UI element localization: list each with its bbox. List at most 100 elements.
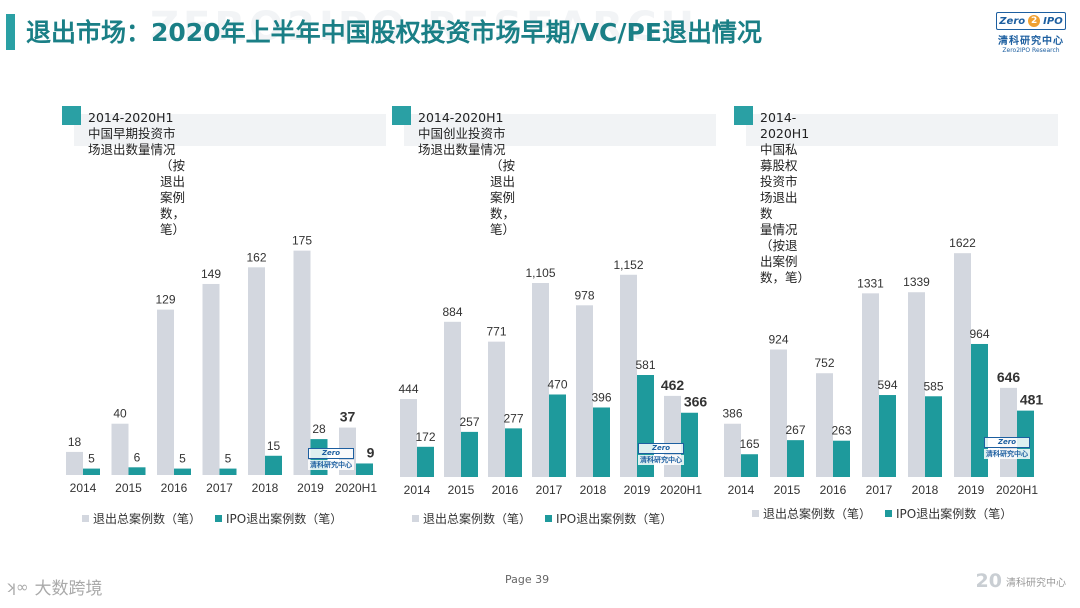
label-total-2014: 386 bbox=[722, 407, 742, 421]
logo-en-text: Zero2IPO Research bbox=[1002, 47, 1060, 54]
panel-marker bbox=[392, 106, 411, 125]
legend-item-total: 退出总案例数（笔） bbox=[82, 510, 201, 527]
label-total-2017: 1331 bbox=[857, 276, 884, 290]
x-tick-2014: 2014 bbox=[404, 483, 431, 497]
legend-item-ipo: IPO退出案例数（笔） bbox=[545, 510, 672, 527]
label-total-2016: 771 bbox=[486, 325, 506, 339]
legend-early: 退出总案例数（笔） IPO退出案例数（笔） bbox=[82, 510, 342, 527]
bar-ipo-2014 bbox=[417, 446, 434, 477]
bar-total-2016 bbox=[488, 341, 505, 477]
x-tick-2019: 2019 bbox=[958, 483, 985, 497]
bar-ipo-2017 bbox=[879, 395, 896, 477]
label-ipo-2014: 5 bbox=[88, 452, 95, 466]
label-ipo-2020H1: 481 bbox=[1020, 392, 1044, 408]
x-tick-2018: 2018 bbox=[252, 481, 279, 495]
label-ipo-2019: 581 bbox=[635, 358, 655, 372]
label-total-2019: 1622 bbox=[949, 236, 976, 250]
label-total-2018: 162 bbox=[246, 250, 266, 264]
label-total-2014: 444 bbox=[398, 382, 418, 396]
panel-title-line1: 2014-2020H1中国私募股权投资市场退出数 bbox=[760, 110, 810, 221]
label-ipo-2016: 5 bbox=[179, 452, 186, 466]
chart-vc-svg: 444 172 2014 884 257 2015 771 277 2016 1,105 470 20… bbox=[398, 258, 708, 497]
label-ipo-2015: 257 bbox=[459, 415, 479, 429]
bar-total-2015 bbox=[770, 349, 787, 477]
panel-title-line2: 量情况（按退出案例数，笔） bbox=[760, 222, 811, 285]
label-ipo-2019: 964 bbox=[969, 327, 989, 341]
bar-ipo-2015 bbox=[128, 467, 146, 475]
label-ipo-2017: 594 bbox=[877, 378, 897, 392]
footer-brand: ʞ∞ 大数跨境 bbox=[6, 574, 103, 600]
bar-ipo-2018 bbox=[593, 407, 610, 477]
bar-total-2014 bbox=[400, 399, 417, 477]
label-ipo-2016: 277 bbox=[503, 411, 523, 425]
bar-total-2019 bbox=[954, 253, 971, 477]
label-total-2017: 149 bbox=[201, 267, 221, 281]
brand-icon: ʞ∞ bbox=[6, 577, 29, 596]
label-ipo-2020H1: 9 bbox=[367, 444, 375, 460]
label-total-2016: 129 bbox=[155, 293, 175, 307]
bar-ipo-2019 bbox=[971, 343, 988, 477]
label-total-2015: 924 bbox=[768, 332, 788, 346]
bar-total-2016 bbox=[816, 373, 833, 477]
legend-vc: 退出总案例数（笔） IPO退出案例数（笔） bbox=[412, 510, 672, 527]
legend-item-ipo: IPO退出案例数（笔） bbox=[885, 505, 1012, 522]
logo-cn-text: 清科研究中心 bbox=[998, 36, 1064, 47]
panel-title-line1: 2014-2020H1中国创业投资市场退出数量情况 bbox=[418, 110, 506, 157]
logo-ipo: IPO bbox=[1043, 15, 1063, 27]
label-total-2020H1: 646 bbox=[997, 369, 1021, 385]
panel-marker bbox=[734, 106, 753, 125]
bar-ipo-2017 bbox=[549, 394, 566, 477]
label-ipo-2020H1: 366 bbox=[684, 394, 708, 410]
x-tick-2015: 2015 bbox=[448, 483, 475, 497]
page-number: Page 39 bbox=[505, 573, 550, 586]
label-ipo-2014: 172 bbox=[415, 430, 435, 444]
label-ipo-2018: 396 bbox=[591, 390, 611, 404]
bar-total-2018 bbox=[576, 305, 593, 477]
bar-total-2018 bbox=[908, 292, 925, 477]
footer-brand-text: 大数跨境 bbox=[34, 579, 103, 599]
bar-total-2019 bbox=[293, 250, 311, 475]
label-total-2014: 18 bbox=[68, 435, 82, 449]
logo-wordmark: Zero 2 IPO bbox=[996, 12, 1066, 30]
label-ipo-2018: 585 bbox=[923, 379, 943, 393]
label-ipo-2015: 6 bbox=[134, 450, 141, 464]
label-total-2019: 1,152 bbox=[613, 258, 643, 272]
panel-marker bbox=[62, 106, 81, 125]
label-total-2020H1: 37 bbox=[340, 409, 356, 425]
embedded-logo: Zero 清科研究中心 bbox=[638, 443, 684, 465]
label-total-2020H1: 462 bbox=[661, 377, 685, 393]
bar-total-2015 bbox=[444, 321, 461, 477]
x-tick-2015: 2015 bbox=[115, 481, 142, 495]
bar-ipo-2016 bbox=[174, 468, 191, 475]
label-total-2018: 978 bbox=[574, 288, 594, 302]
bar-ipo-2014 bbox=[83, 468, 100, 475]
legend-item-total: 退出总案例数（笔） bbox=[412, 510, 531, 527]
label-total-2015: 40 bbox=[113, 407, 127, 421]
bar-total-2017 bbox=[862, 293, 879, 477]
label-ipo-2014: 165 bbox=[739, 437, 759, 451]
bar-ipo-2015 bbox=[461, 431, 478, 477]
bar-total-2018 bbox=[248, 267, 265, 475]
label-ipo-2017: 5 bbox=[225, 452, 232, 466]
embedded-logo: Zero 清科研究中心 bbox=[308, 448, 354, 470]
bar-total-2019 bbox=[620, 274, 637, 477]
footer-logo-text: 清科研究中心 bbox=[1006, 577, 1066, 589]
chart-early-svg: 18 5 2014 40 6 2015 129 5 2016 149 5 2017 162 15 2018 1… bbox=[66, 234, 377, 495]
footer-logo-mark: 20 bbox=[975, 570, 1002, 592]
x-tick-2019: 2019 bbox=[297, 481, 324, 495]
bar-ipo-2018 bbox=[265, 455, 282, 475]
bar-total-2016 bbox=[157, 309, 174, 475]
x-tick-2016: 2016 bbox=[820, 483, 847, 497]
bar-total-2017 bbox=[202, 283, 220, 475]
x-tick-2017: 2017 bbox=[536, 483, 563, 497]
bar-total-2017 bbox=[532, 283, 549, 477]
x-tick-2016: 2016 bbox=[492, 483, 519, 497]
bar-ipo-2014 bbox=[741, 454, 758, 477]
zero2ipo-logo: Zero 2 IPO 清科研究中心 Zero2IPO Research bbox=[996, 12, 1066, 54]
label-ipo-2017: 470 bbox=[547, 377, 567, 391]
x-tick-2017: 2017 bbox=[866, 483, 893, 497]
embedded-logo: Zero 清科研究中心 bbox=[984, 437, 1030, 459]
logo-two: 2 bbox=[1028, 15, 1041, 27]
bar-ipo-2020H1 bbox=[681, 412, 698, 477]
label-total-2015: 884 bbox=[442, 305, 462, 319]
